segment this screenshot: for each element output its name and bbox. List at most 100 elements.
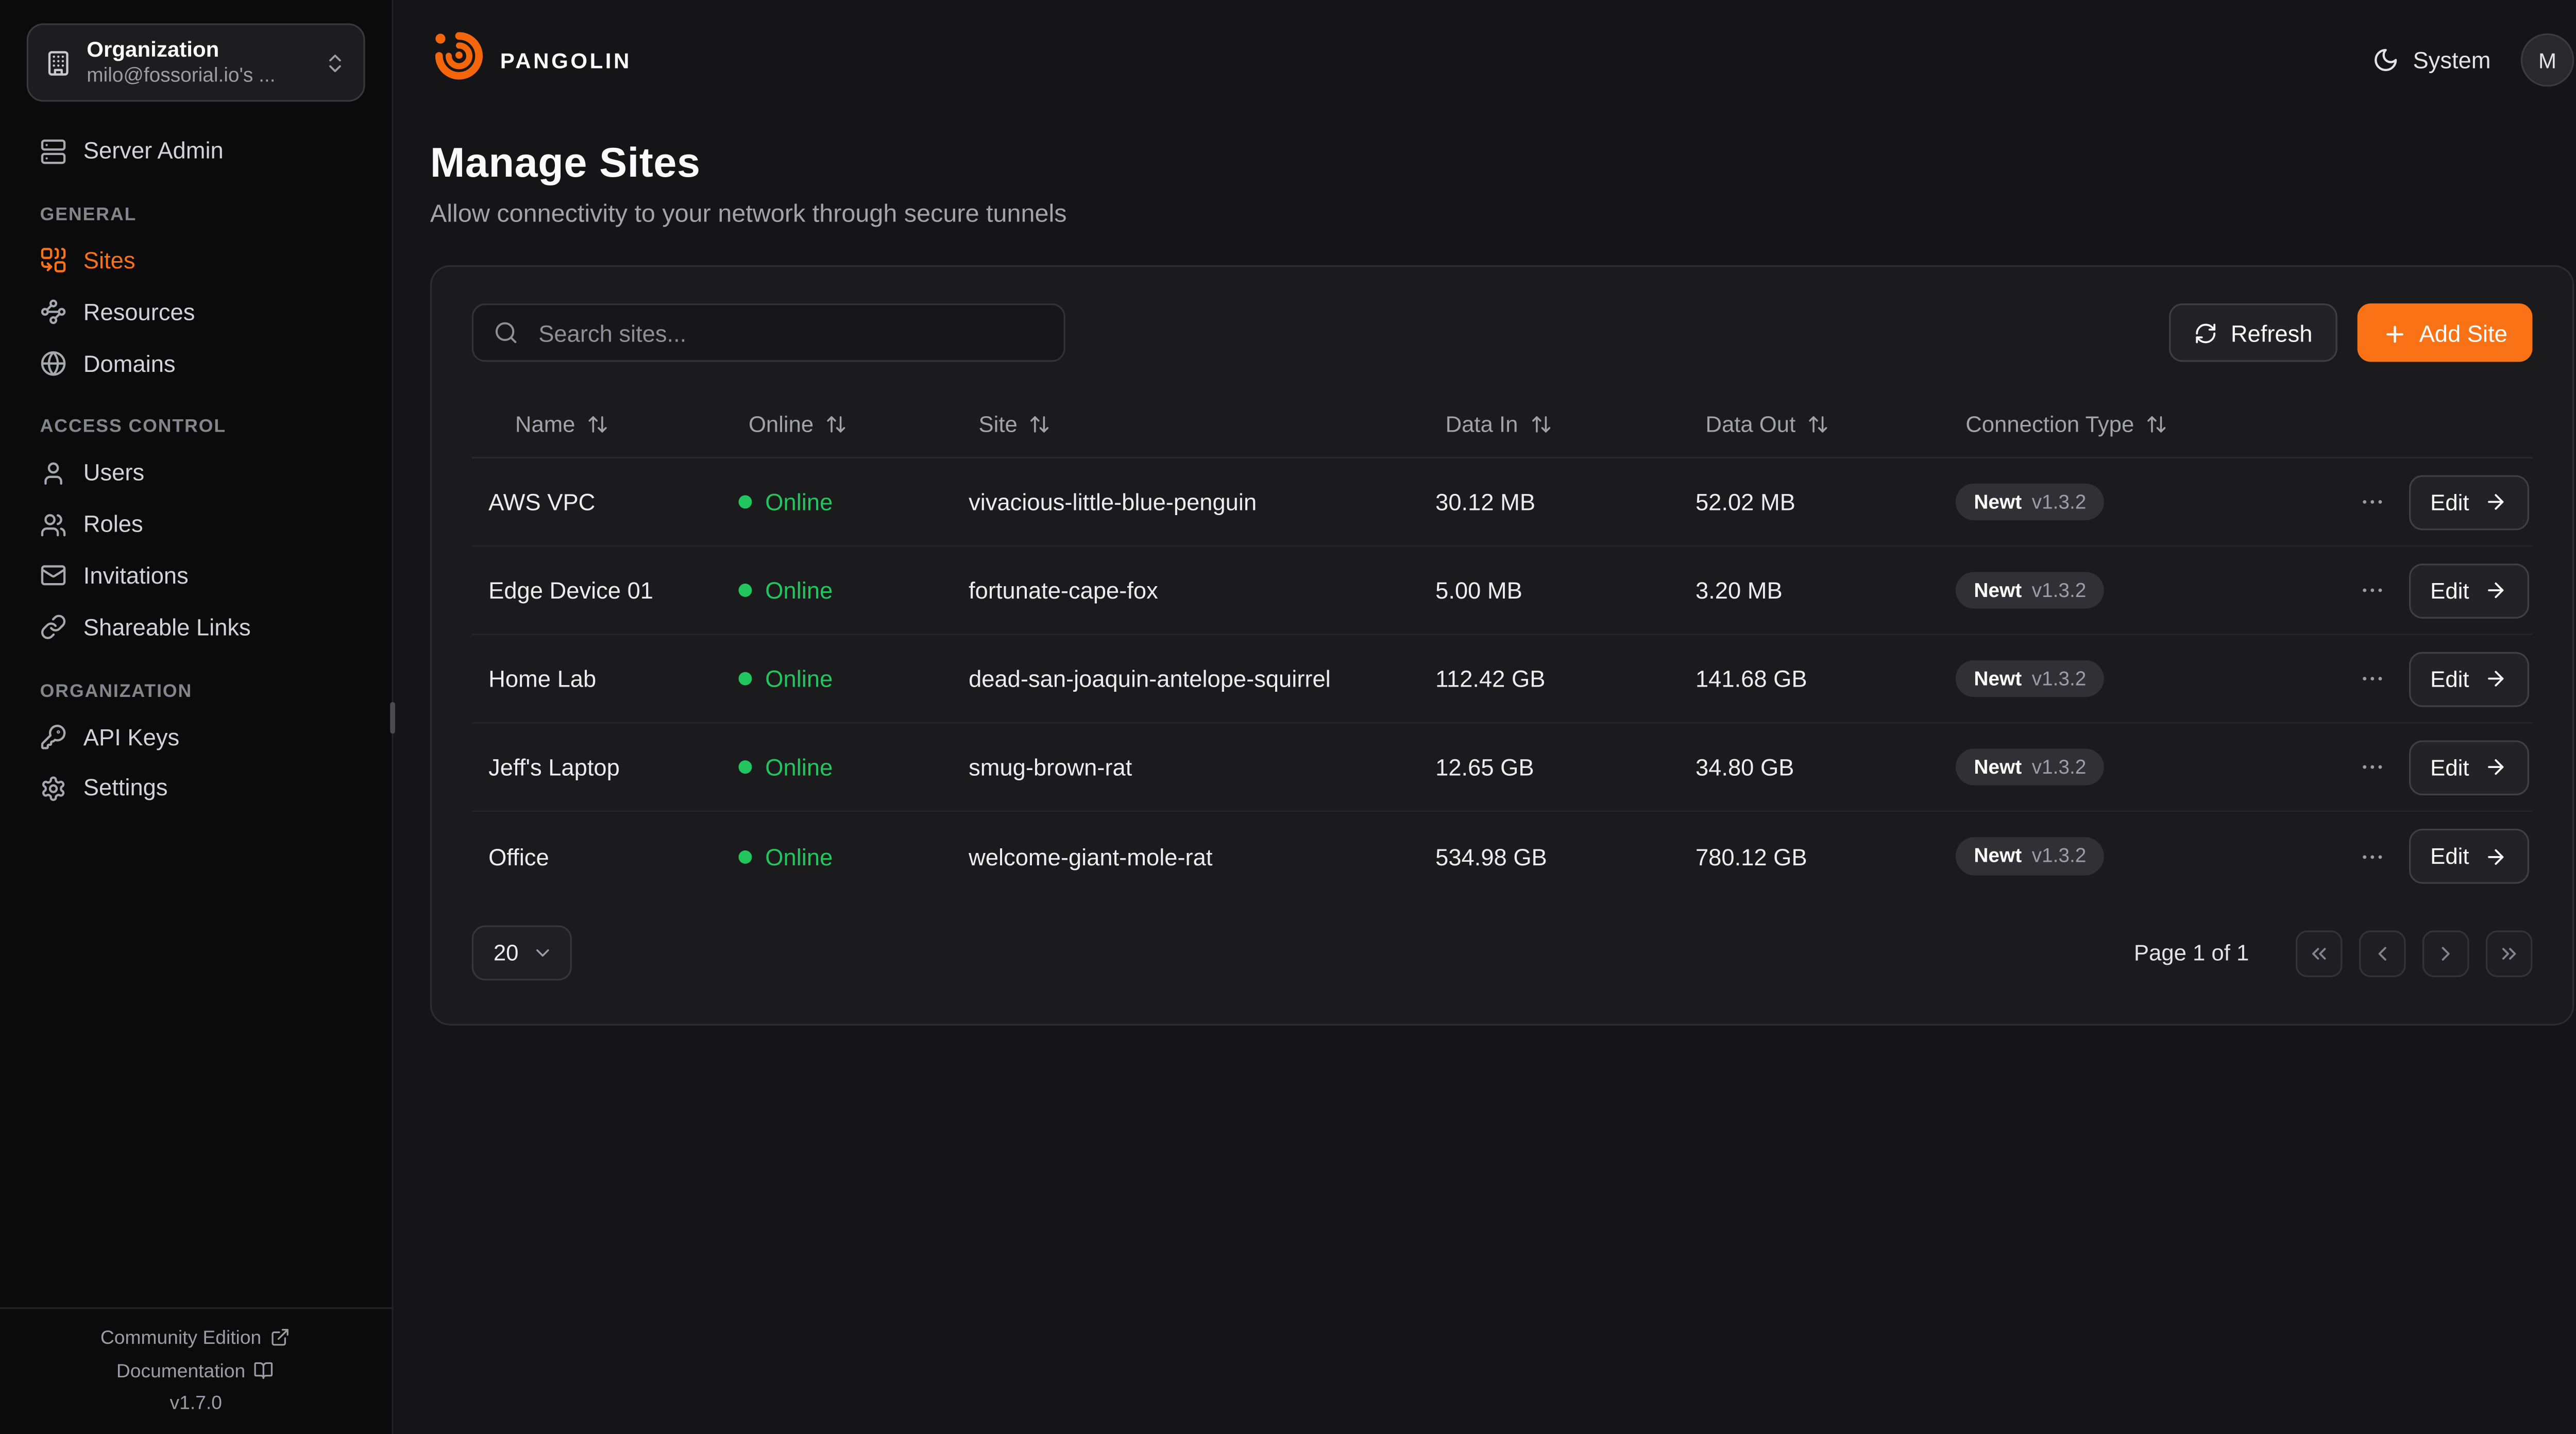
- users-icon: [40, 460, 67, 487]
- docs-icon: [253, 1361, 275, 1382]
- table-footer: 20 Page 1 of 1: [471, 925, 2533, 981]
- sort-icon: [1029, 414, 1050, 435]
- column-label: Data Out: [1705, 412, 1796, 437]
- data-in-cell: 30.12 MB: [1435, 488, 1536, 516]
- section-heading-organization: ORGANIZATION: [40, 681, 193, 702]
- chevron-down-icon: [532, 942, 553, 964]
- server-icon: [40, 138, 67, 165]
- sidebar-item-users[interactable]: Users: [27, 448, 365, 499]
- status-label: Online: [765, 577, 833, 604]
- site-name-cell: Office: [488, 843, 549, 870]
- external-link-icon: [269, 1327, 291, 1349]
- settings-icon: [40, 775, 67, 802]
- add-site-button[interactable]: Add Site: [2357, 303, 2533, 362]
- sidebar-item-label: Domains: [83, 349, 176, 377]
- status-cell: Online: [722, 665, 952, 692]
- first-page-button[interactable]: [2295, 929, 2343, 977]
- previous-page-button[interactable]: [2359, 929, 2406, 977]
- column-label: Site: [978, 412, 1018, 437]
- sidebar-item-label: Shareable Links: [83, 613, 251, 640]
- column-header-site[interactable]: Site: [952, 412, 1419, 437]
- sidebar-item-domains[interactable]: Domains: [27, 338, 365, 389]
- connection-name: Newt: [1974, 667, 2022, 690]
- sidebar-item-sites[interactable]: Sites: [27, 235, 365, 287]
- theme-toggle[interactable]: System: [2373, 46, 2491, 74]
- arrow-right-icon: [2484, 845, 2507, 868]
- sidebar-item-settings[interactable]: Settings: [27, 763, 365, 814]
- connection-version: v1.3.2: [2031, 667, 2087, 690]
- sidebar-item-invitations[interactable]: Invitations: [27, 550, 365, 602]
- connection-type-cell: Newt v1.3.2: [1939, 483, 2222, 521]
- edit-button[interactable]: Edit: [2409, 562, 2529, 618]
- connection-name: Newt: [1974, 578, 2022, 602]
- row-actions: Edit: [2223, 562, 2533, 618]
- sidebar-item-server-admin[interactable]: Server Admin: [27, 126, 365, 177]
- table-row: AWS VPC Online vivacious-little-blue-pen…: [471, 458, 2533, 547]
- edit-label: Edit: [2430, 844, 2469, 869]
- site-tunnel-cell: fortunate-cape-fox: [969, 577, 1158, 604]
- row-menu-button[interactable]: [2349, 744, 2396, 791]
- site-name-cell: Home Lab: [488, 665, 597, 692]
- community-edition-link[interactable]: Community Edition: [100, 1327, 292, 1349]
- row-menu-button[interactable]: [2349, 833, 2396, 880]
- add-site-label: Add Site: [2419, 319, 2507, 346]
- row-menu-button[interactable]: [2349, 567, 2396, 614]
- refresh-button[interactable]: Refresh: [2169, 303, 2338, 362]
- roles-icon: [40, 511, 67, 538]
- row-menu-button[interactable]: [2349, 479, 2396, 525]
- sidebar-item-label: Roles: [83, 510, 143, 538]
- shareable-links-icon: [40, 614, 67, 641]
- ellipsis-icon: [2359, 489, 2385, 516]
- sidebar-resize-handle[interactable]: [390, 702, 395, 734]
- avatar[interactable]: M: [2520, 33, 2574, 87]
- page-size-select[interactable]: 20: [471, 925, 572, 981]
- next-page-button[interactable]: [2422, 929, 2469, 977]
- column-header-data-in[interactable]: Data In: [1419, 412, 1679, 437]
- column-header-data-out[interactable]: Data Out: [1679, 412, 1939, 437]
- refresh-label: Refresh: [2230, 319, 2313, 346]
- pager-prev-icon: [2371, 941, 2394, 964]
- sidebar-item-roles[interactable]: Roles: [27, 499, 365, 551]
- column-label: Data In: [1445, 412, 1518, 437]
- column-label: Name: [515, 412, 575, 437]
- org-subtitle: milo@fossorial.io's ...: [87, 63, 276, 88]
- column-header-online[interactable]: Online: [722, 412, 952, 437]
- column-header-connection-type[interactable]: Connection Type: [1939, 412, 2222, 437]
- row-actions: Edit: [2223, 828, 2533, 884]
- sidebar-nav: Server Admin GENERAL Sites Resources Do: [0, 112, 392, 814]
- documentation-link[interactable]: Documentation: [116, 1361, 276, 1382]
- table-toolbar: Refresh Add Site: [471, 303, 2533, 362]
- online-status-dot: [738, 672, 752, 686]
- sidebar-item-api-keys[interactable]: API Keys: [27, 711, 365, 763]
- theme-label: System: [2413, 46, 2491, 74]
- arrow-right-icon: [2484, 755, 2507, 778]
- sidebar-item-shareable-links[interactable]: Shareable Links: [27, 602, 365, 653]
- data-in-cell: 112.42 GB: [1435, 665, 1546, 692]
- brand-name: PANGOLIN: [500, 47, 632, 73]
- row-actions: Edit: [2223, 739, 2533, 795]
- search-input[interactable]: [535, 317, 1044, 348]
- data-out-cell: 780.12 GB: [1695, 843, 1807, 870]
- last-page-button[interactable]: [2485, 929, 2533, 977]
- sidebar-item-resources[interactable]: Resources: [27, 286, 365, 338]
- plus-icon: [2382, 321, 2405, 344]
- connection-name: Newt: [1974, 755, 2022, 779]
- edit-button[interactable]: Edit: [2409, 739, 2529, 795]
- edit-label: Edit: [2430, 577, 2469, 603]
- connection-type-badge: Newt v1.3.2: [1955, 838, 2105, 875]
- connection-type-cell: Newt v1.3.2: [1939, 660, 2222, 697]
- brand: PANGOLIN: [430, 28, 632, 92]
- sidebar: Organization milo@fossorial.io's ... Ser…: [0, 0, 395, 1434]
- edit-button[interactable]: Edit: [2409, 828, 2529, 884]
- edit-button[interactable]: Edit: [2409, 474, 2529, 530]
- org-switcher[interactable]: Organization milo@fossorial.io's ...: [26, 23, 365, 103]
- edit-button[interactable]: Edit: [2409, 651, 2529, 706]
- row-menu-button[interactable]: [2349, 655, 2396, 702]
- data-in-cell: 534.98 GB: [1435, 843, 1547, 870]
- pager: [2295, 929, 2533, 977]
- online-status-dot: [738, 849, 752, 863]
- column-header-name[interactable]: Name: [472, 412, 722, 437]
- moon-icon: [2373, 47, 2400, 74]
- row-actions: Edit: [2223, 651, 2533, 706]
